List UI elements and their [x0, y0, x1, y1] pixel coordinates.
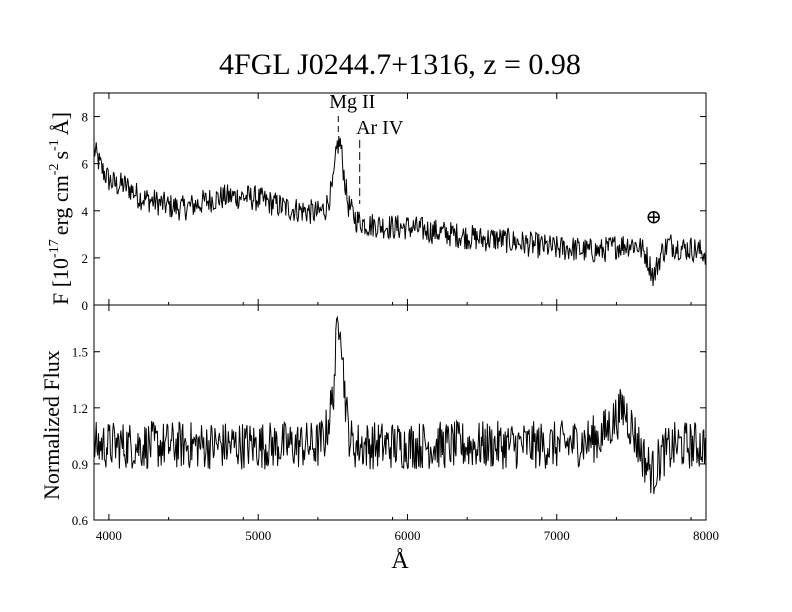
annotation-mgii: Mg II: [329, 91, 375, 113]
y-tick-label: 6: [82, 157, 89, 172]
ylabel-exp-3: -1: [47, 139, 62, 151]
line-annotations: Mg II Ar IV ⊕: [329, 91, 662, 228]
ylabel-exp-2: -2: [47, 164, 62, 176]
ylabel-part-3: s: [48, 151, 73, 160]
x-tick-label: 8000: [693, 528, 719, 543]
y-tick-label: 0: [82, 298, 89, 313]
x-tick-label: 7000: [544, 528, 570, 543]
bottom-x-axis: 4000 5000 6000 7000 8000: [93, 305, 719, 543]
ylabel-part-4: Å]: [48, 112, 73, 135]
x-tick-label: 4000: [96, 528, 122, 543]
x-axis-label: Å: [391, 548, 409, 574]
top-y-axis-label: F [10-17 erg cm-2 s-1 Å]: [47, 112, 73, 305]
top-panel: 0 2 4 6 8 Mg II Ar IV ⊕ F [10-17 erg cm-2 s-1 Å]: [47, 91, 707, 313]
annotation-ariv: Ar IV: [356, 117, 404, 139]
bottom-panel: 0.6 0.9 1.2 1.5 4000 5000 6000 7000 8000 Normal…: [39, 304, 719, 543]
bottom-y-axis-label: Normalized Flux: [39, 350, 64, 500]
y-tick-label: 1.2: [72, 401, 88, 416]
bottom-normalized-series: [93, 315, 707, 494]
x-tick-label: 5000: [245, 528, 271, 543]
ylabel-exp-1: -17: [47, 239, 62, 258]
bottom-plot-frame: [93, 304, 707, 521]
top-y-axis: 0 2 4 6 8: [82, 110, 706, 313]
y-tick-label: 1.5: [72, 345, 88, 360]
x-tick-label: 6000: [394, 528, 420, 543]
ylabel-part-2: erg cm: [48, 175, 73, 235]
top-flux-series: [93, 135, 707, 287]
y-tick-label: 4: [82, 204, 89, 219]
bottom-y-axis: 0.6 0.9 1.2 1.5: [72, 345, 706, 528]
y-tick-label: 0.9: [72, 457, 88, 472]
y-tick-label: 0.6: [72, 513, 89, 528]
telluric-icon: ⊕: [645, 206, 662, 228]
ylabel-part-1: F [10: [48, 258, 73, 305]
chart-title: 4FGL J0244.7+1316, z = 0.98: [219, 48, 581, 81]
y-tick-label: 2: [82, 251, 89, 266]
y-tick-label: 8: [82, 110, 89, 125]
